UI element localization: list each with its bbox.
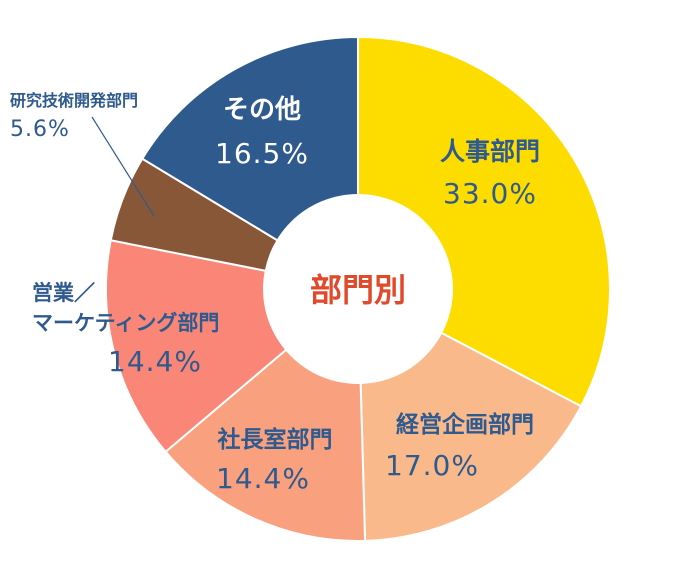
- leader-line-research: [91, 116, 155, 217]
- label-kenkyu-name: 研究技術開発部門: [10, 91, 138, 110]
- label-sonota-name: その他: [223, 95, 301, 125]
- label-eigyo-name-line2: マーケティング部門: [32, 311, 219, 335]
- label-shacho-name: 社長室部門: [218, 426, 333, 453]
- label-eigyo-name-line1: 営業／: [32, 281, 95, 305]
- label-keiei-name: 経営企画部門: [396, 411, 534, 438]
- label-keiei-value: 17.0%: [385, 449, 479, 482]
- donut-hole: [263, 194, 453, 384]
- label-eigyo-value: 14.4%: [108, 345, 202, 378]
- label-sonota-value: 16.5%: [215, 137, 309, 170]
- label-shacho-value: 14.4%: [216, 462, 310, 495]
- slice-labels: 人事部門 33.0% 経営企画部門 17.0% 社長室部門 14.4% 営業／ …: [10, 91, 540, 495]
- label-jinji-value: 33.0%: [443, 177, 537, 210]
- label-kenkyu-value: 5.6%: [10, 117, 70, 142]
- label-jinji-name: 人事部門: [440, 137, 540, 166]
- center-label: 部門別: [310, 271, 406, 309]
